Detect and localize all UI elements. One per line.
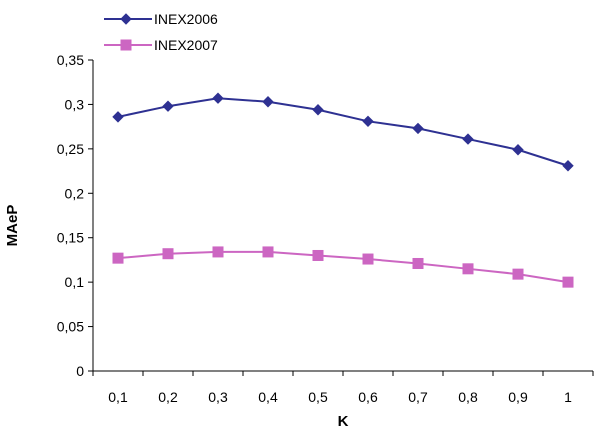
axes bbox=[88, 59, 594, 376]
legend-label: INEX2006 bbox=[154, 11, 218, 27]
x-tick-label: 0,1 bbox=[108, 389, 128, 405]
x-axis-title: K bbox=[338, 413, 349, 430]
x-tick-label: 0,5 bbox=[308, 389, 328, 405]
x-tick-label: 0,2 bbox=[158, 389, 178, 405]
data-point bbox=[412, 122, 424, 135]
x-tick-label: 0,9 bbox=[508, 389, 528, 405]
series-inex2006 bbox=[112, 92, 574, 172]
data-point bbox=[512, 268, 524, 280]
data-point bbox=[212, 246, 224, 258]
y-tick-label: 0,15 bbox=[57, 230, 84, 246]
x-tick-label: 1 bbox=[564, 389, 572, 405]
y-tick-label: 0,1 bbox=[65, 274, 85, 290]
y-tick-label: 0,05 bbox=[57, 319, 84, 335]
x-tick-label: 0,4 bbox=[258, 389, 278, 405]
data-point bbox=[562, 276, 574, 288]
x-tick-label: 0,7 bbox=[408, 389, 428, 405]
series-inex2007 bbox=[112, 246, 574, 288]
data-point bbox=[462, 263, 474, 275]
y-tick-label: 0,3 bbox=[65, 96, 85, 112]
legend-item: INEX2006 bbox=[104, 11, 218, 27]
y-tick-label: 0 bbox=[76, 363, 84, 379]
legend: INEX2006 INEX2007 bbox=[104, 11, 218, 53]
series-line bbox=[117, 97, 569, 167]
data-point bbox=[312, 249, 324, 261]
y-tick-label: 0,25 bbox=[57, 141, 84, 157]
y-axis-title: MAeP bbox=[4, 205, 21, 247]
legend-label: INEX2007 bbox=[154, 37, 218, 53]
data-point bbox=[262, 96, 274, 108]
data-point bbox=[212, 92, 224, 104]
x-tick-label: 0,3 bbox=[208, 389, 228, 405]
data-point bbox=[562, 160, 574, 172]
data-point bbox=[362, 115, 374, 128]
x-tick-label: 0,8 bbox=[458, 389, 478, 405]
series-layer bbox=[112, 92, 574, 288]
y-tick-label: 0,35 bbox=[57, 52, 84, 68]
data-point bbox=[162, 100, 174, 112]
tick-labels: 0 0,05 0,1 0,15 0,2 0,25 0,3 0,35 0,1 0,2 0,3 0,4 0,… bbox=[57, 52, 572, 405]
legend-marker bbox=[120, 39, 132, 51]
data-point bbox=[312, 104, 324, 116]
x-tick-label: 0,6 bbox=[358, 389, 378, 405]
data-point bbox=[462, 133, 474, 145]
data-point bbox=[162, 248, 174, 260]
y-tick-label: 0,2 bbox=[65, 185, 85, 201]
legend-marker bbox=[120, 13, 132, 25]
data-point bbox=[512, 144, 524, 156]
data-point bbox=[412, 257, 424, 269]
data-point bbox=[112, 111, 124, 123]
series-line bbox=[117, 250, 569, 284]
data-point bbox=[362, 253, 374, 265]
legend-item: INEX2007 bbox=[104, 37, 218, 53]
data-point bbox=[112, 252, 124, 264]
data-point bbox=[262, 246, 274, 258]
